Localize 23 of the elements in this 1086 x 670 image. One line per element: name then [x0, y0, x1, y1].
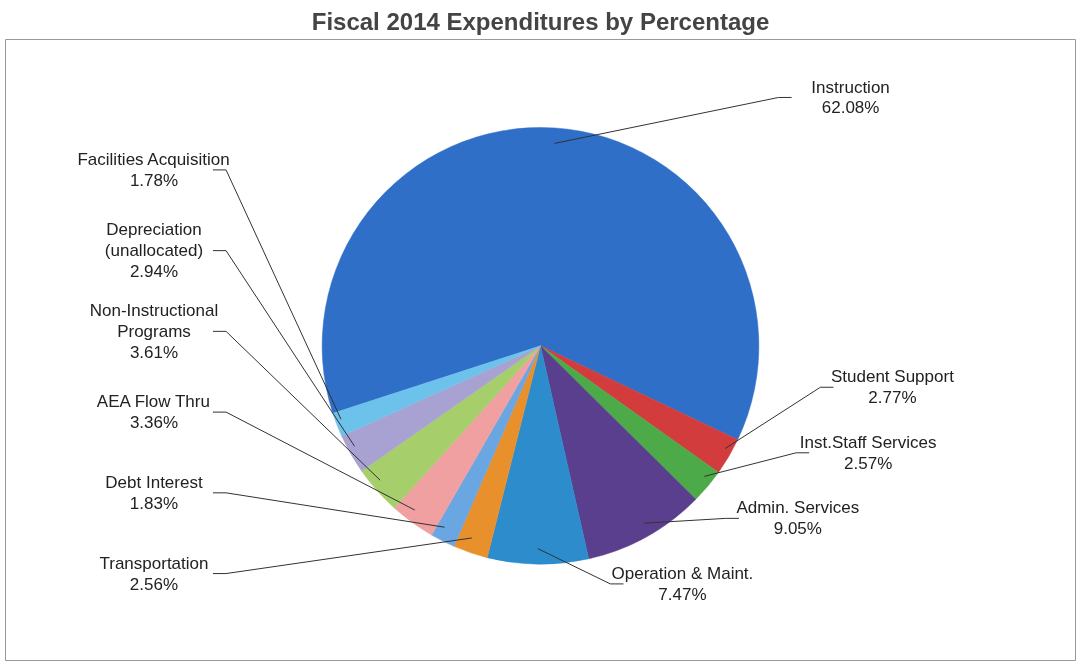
- slice-label: Debt Interest: [105, 472, 203, 492]
- data-label: 1.78%: [129, 170, 179, 190]
- slice-label: AEA Flow Thru: [96, 392, 210, 412]
- data-label: 7.47%: [658, 584, 707, 604]
- slice-label: Student Support: [830, 367, 955, 387]
- slice-label: Non-Instructional Programs: [89, 300, 219, 341]
- slice-label: Inst.Staff Services: [799, 432, 937, 452]
- data-label: 1.83%: [129, 493, 179, 513]
- data-label: 2.56%: [129, 574, 179, 594]
- data-label: 3.36%: [129, 413, 179, 433]
- data-label: 3.61%: [129, 342, 179, 362]
- slice-label: Instruction: [811, 77, 890, 97]
- chart-title: Fiscal 2014 Expenditures by Percentage: [311, 7, 770, 35]
- data-label: 62.08%: [821, 98, 880, 118]
- data-label: 2.77%: [868, 388, 917, 408]
- slice-label: Depreciation (unallocated): [104, 220, 204, 261]
- data-label: 9.05%: [773, 519, 822, 539]
- slice-label: Transportation: [99, 553, 209, 573]
- data-label: 2.57%: [844, 453, 893, 473]
- slice-label: Admin. Services: [736, 498, 860, 518]
- slice-label: Facilities Acquisition: [77, 149, 230, 169]
- slice-label: Operation & Maint.: [611, 563, 754, 583]
- data-label: 2.94%: [129, 262, 179, 282]
